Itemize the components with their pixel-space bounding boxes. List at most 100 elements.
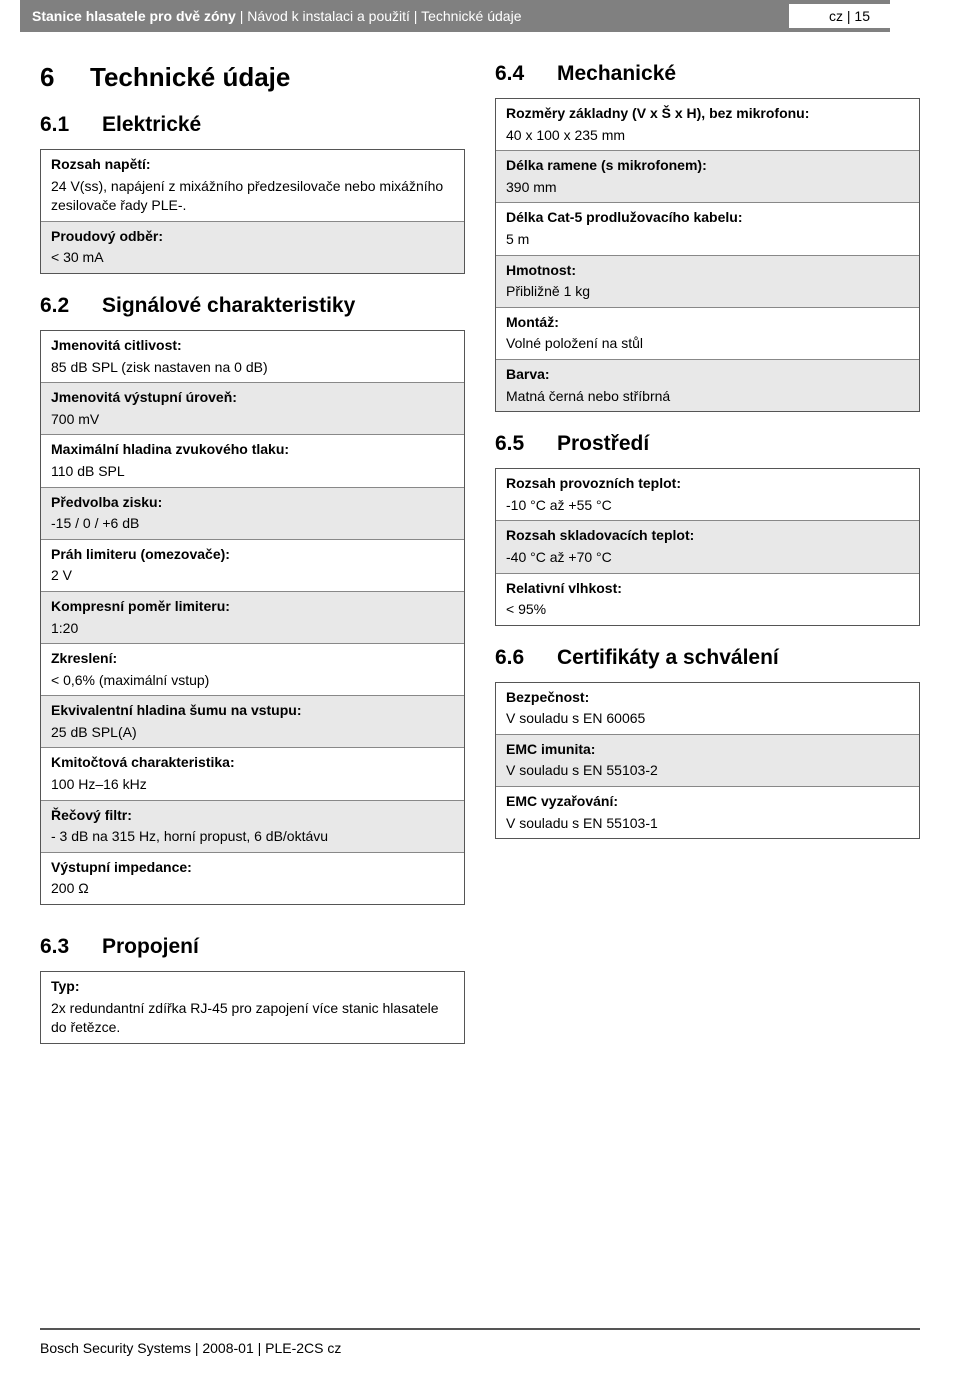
spec-value: 25 dB SPL(A) (51, 723, 454, 743)
spec-label: Maximální hladina zvukového tlaku: (51, 440, 454, 460)
spec-label: Bezpečnost: (506, 688, 909, 708)
spec-value: 390 mm (506, 178, 909, 198)
spec-label: Řečový filtr: (51, 806, 454, 826)
spec-label: Práh limiteru (omezovače): (51, 545, 454, 565)
page-number: cz | 15 (789, 4, 890, 28)
spec-row: Maximální hladina zvukového tlaku:110 dB… (41, 434, 464, 486)
spec-row: Kmitočtová charakteristika:100 Hz–16 kHz (41, 747, 464, 799)
spec-row: Montáž:Volné položení na stůl (496, 307, 919, 359)
section-heading-62: 6.2Signálové charakteristiky (40, 294, 465, 318)
right-column: 6.4Mechanické Rozměry základny (V x Š x … (495, 62, 920, 1064)
section-heading-61: 6.1Elektrické (40, 113, 465, 137)
spec-label: Relativní vlhkost: (506, 579, 909, 599)
section-heading-64: 6.4Mechanické (495, 62, 920, 86)
spec-value: Volné položení na stůl (506, 334, 909, 354)
spec-label: Rozsah provozních teplot: (506, 474, 909, 494)
section-num: 6.1 (40, 113, 102, 137)
spec-value: V souladu s EN 60065 (506, 709, 909, 729)
spec-label: Rozsah skladovacích teplot: (506, 526, 909, 546)
section-title: Propojení (102, 935, 199, 958)
spec-row: Proudový odběr:< 30 mA (41, 221, 464, 273)
spec-value: < 0,6% (maximální vstup) (51, 671, 454, 691)
spec-row: Rozměry základny (V x Š x H), bez mikrof… (496, 99, 919, 150)
left-column: 6Technické údaje 6.1Elektrické Rozsah na… (40, 62, 465, 1064)
spec-row: Řečový filtr:- 3 dB na 315 Hz, horní pro… (41, 800, 464, 852)
spec-row: EMC imunita:V souladu s EN 55103-2 (496, 734, 919, 786)
spec-value: -15 / 0 / +6 dB (51, 514, 454, 534)
spec-label: Kmitočtová charakteristika: (51, 753, 454, 773)
page-footer: Bosch Security Systems | 2008-01 | PLE-2… (40, 1328, 920, 1356)
section-title: Elektrické (102, 113, 201, 136)
spec-row: Rozsah skladovacích teplot:-40 °C až +70… (496, 520, 919, 572)
spec-value: 2x redundantní zdířka RJ-45 pro zapojení… (51, 999, 454, 1038)
main-heading-num: 6 (40, 62, 90, 93)
section-num: 6.4 (495, 62, 557, 86)
spec-label: Jmenovitá citlivost: (51, 336, 454, 356)
header-title-bold: Stanice hlasatele pro dvě zóny (32, 8, 236, 24)
spec-label: Montáž: (506, 313, 909, 333)
spec-value: 2 V (51, 566, 454, 586)
spec-label: EMC vyzařování: (506, 792, 909, 812)
spec-value: < 30 mA (51, 248, 454, 268)
spec-row: Jmenovitá výstupní úroveň:700 mV (41, 382, 464, 434)
spec-table-66: Bezpečnost:V souladu s EN 60065 EMC imuni… (495, 682, 920, 840)
spec-label: Rozsah napětí: (51, 155, 454, 175)
content-area: 6Technické údaje 6.1Elektrické Rozsah na… (0, 32, 960, 1064)
spec-value: V souladu s EN 55103-2 (506, 761, 909, 781)
section-heading-66: 6.6Certifikáty a schválení (495, 646, 920, 670)
spec-row: Délka ramene (s mikrofonem):390 mm (496, 150, 919, 202)
spec-value: Přibližně 1 kg (506, 282, 909, 302)
spec-label: Délka Cat-5 prodlužovacího kabelu: (506, 208, 909, 228)
spec-row: Výstupní impedance:200 Ω (41, 852, 464, 904)
main-heading-text: Technické údaje (90, 62, 290, 92)
spec-row: Předvolba zisku:-15 / 0 / +6 dB (41, 487, 464, 539)
spec-label: Jmenovitá výstupní úroveň: (51, 388, 454, 408)
spec-label: Výstupní impedance: (51, 858, 454, 878)
spec-table-63: Typ:2x redundantní zdířka RJ-45 pro zapo… (40, 971, 465, 1044)
spec-row: Kompresní poměr limiteru:1:20 (41, 591, 464, 643)
footer-text: Bosch Security Systems | 2008-01 | PLE-2… (40, 1340, 341, 1356)
spec-row: Hmotnost:Přibližně 1 kg (496, 255, 919, 307)
section-num: 6.6 (495, 646, 557, 670)
spec-label: Předvolba zisku: (51, 493, 454, 513)
spec-value: -40 °C až +70 °C (506, 548, 909, 568)
spec-label: Proudový odběr: (51, 227, 454, 247)
spec-label: Délka ramene (s mikrofonem): (506, 156, 909, 176)
spec-label: EMC imunita: (506, 740, 909, 760)
spec-row: Relativní vlhkost:< 95% (496, 573, 919, 625)
spec-value: V souladu s EN 55103-1 (506, 814, 909, 834)
spec-value: < 95% (506, 600, 909, 620)
spec-table-62: Jmenovitá citlivost:85 dB SPL (zisk nast… (40, 330, 465, 905)
spec-value: - 3 dB na 315 Hz, horní propust, 6 dB/ok… (51, 827, 454, 847)
section-heading-65: 6.5Prostředí (495, 432, 920, 456)
spec-value: 200 Ω (51, 879, 454, 899)
section-title: Signálové charakteristiky (102, 294, 355, 317)
spec-row: EMC vyzařování:V souladu s EN 55103-1 (496, 786, 919, 838)
spec-row: Typ:2x redundantní zdířka RJ-45 pro zapo… (41, 972, 464, 1043)
section-title: Prostředí (557, 432, 649, 455)
spec-label: Hmotnost: (506, 261, 909, 281)
spec-value: 100 Hz–16 kHz (51, 775, 454, 795)
main-heading: 6Technické údaje (40, 62, 465, 93)
spec-value: 24 V(ss), napájení z mixážního předzesil… (51, 177, 454, 216)
spec-row: Ekvivalentní hladina šumu na vstupu:25 d… (41, 695, 464, 747)
spec-row: Zkreslení:< 0,6% (maximální vstup) (41, 643, 464, 695)
header-title-rest: | Návod k instalaci a použití | Technick… (236, 8, 522, 24)
spec-table-61: Rozsah napětí:24 V(ss), napájení z mixáž… (40, 149, 465, 274)
spec-value: Matná černá nebo stříbrná (506, 387, 909, 407)
spec-value: 1:20 (51, 619, 454, 639)
section-heading-63: 6.3Propojení (40, 935, 465, 959)
section-num: 6.5 (495, 432, 557, 456)
section-title: Mechanické (557, 62, 676, 85)
spec-row: Rozsah napětí:24 V(ss), napájení z mixáž… (41, 150, 464, 221)
spec-row: Rozsah provozních teplot:-10 °C až +55 °… (496, 469, 919, 520)
page-header: Stanice hlasatele pro dvě zóny | Návod k… (20, 0, 890, 32)
spec-label: Typ: (51, 977, 454, 997)
spec-value: 700 mV (51, 410, 454, 430)
spec-value: 5 m (506, 230, 909, 250)
spec-row: Práh limiteru (omezovače):2 V (41, 539, 464, 591)
spec-row: Barva:Matná černá nebo stříbrná (496, 359, 919, 411)
spec-label: Kompresní poměr limiteru: (51, 597, 454, 617)
spec-label: Rozměry základny (V x Š x H), bez mikrof… (506, 104, 909, 124)
header-title: Stanice hlasatele pro dvě zóny | Návod k… (32, 8, 521, 24)
